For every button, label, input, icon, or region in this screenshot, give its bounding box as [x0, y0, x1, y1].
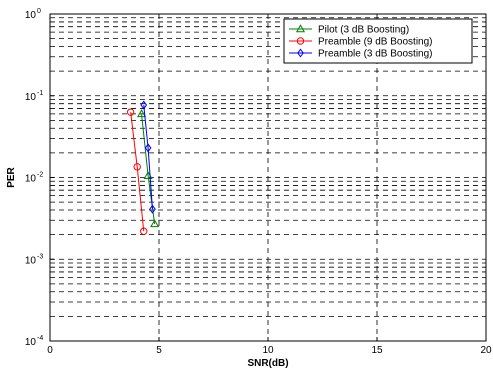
y-tick-label-exponent: -1 — [37, 90, 43, 97]
legend-box — [283, 18, 473, 64]
x-tick-label: 15 — [371, 345, 383, 356]
marker-circle — [140, 227, 148, 235]
y-tick-label-base: 10 — [25, 92, 37, 103]
series-1 — [126, 108, 148, 235]
y-axis-label: PER — [6, 166, 17, 187]
legend-entry: Preamble (3 dB Boosting) — [289, 48, 433, 60]
legend: Pilot (3 dB Boosting)Preamble (9 dB Boos… — [283, 18, 473, 64]
series-line — [143, 104, 153, 210]
y-tick-label-exponent: -4 — [37, 335, 43, 342]
y-tick-label-base: 10 — [25, 337, 37, 348]
grid — [50, 14, 486, 341]
marker-triangle — [295, 24, 306, 33]
marker-diamond — [140, 100, 148, 110]
y-tick-label-base: 10 — [25, 10, 37, 21]
marker-diamond — [149, 204, 156, 214]
legend-entry: Pilot (3 dB Boosting) — [289, 24, 409, 36]
x-tick-label: 0 — [47, 345, 53, 356]
series-line — [130, 112, 145, 232]
y-tick-label-exponent: -3 — [37, 253, 43, 260]
marker-triangle — [136, 109, 147, 118]
y-tick-label-base: 10 — [25, 255, 37, 266]
legend-label: Preamble (9 dB Boosting) — [318, 37, 433, 48]
x-tick-label: 20 — [480, 345, 492, 356]
x-axis-label: SNR(dB) — [247, 358, 288, 369]
y-tick-label-exponent: 0 — [37, 8, 41, 15]
marker-diamond — [297, 48, 304, 58]
y-tick-label-exponent: -2 — [37, 172, 43, 179]
marker-circle — [126, 108, 135, 116]
legend-label: Pilot (3 dB Boosting) — [318, 25, 409, 36]
legend-label: Preamble (3 dB Boosting) — [318, 49, 433, 60]
series-2 — [140, 100, 156, 214]
x-tick-label: 10 — [262, 345, 274, 356]
marker-circle — [133, 163, 141, 171]
legend-entry: Preamble (9 dB Boosting) — [289, 37, 433, 48]
marker-circle — [296, 37, 305, 45]
y-tick-label-base: 10 — [25, 174, 37, 185]
series — [126, 100, 160, 235]
marker-diamond — [144, 143, 152, 153]
x-tick-label: 5 — [156, 345, 162, 356]
marker-triangle — [150, 219, 160, 228]
